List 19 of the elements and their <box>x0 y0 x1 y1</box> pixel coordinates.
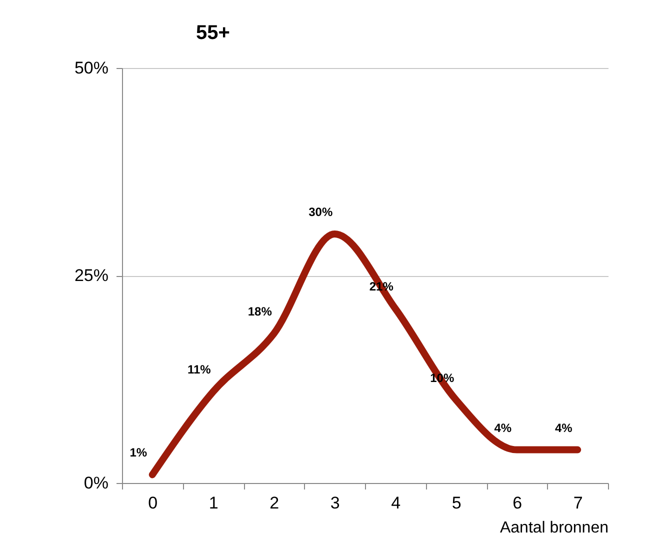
x-tick-label: 0 <box>148 494 158 512</box>
x-tick-label: 1 <box>208 494 218 512</box>
x-tick-label: 7 <box>573 494 583 512</box>
x-tick-label: 5 <box>452 494 462 512</box>
data-label: 18% <box>248 304 272 319</box>
x-axis-title: Aantal bronnen <box>500 520 608 536</box>
data-label: 4% <box>554 420 573 435</box>
x-tick-label: 3 <box>330 494 340 512</box>
y-tick-label: 25% <box>74 266 108 285</box>
data-label: 11% <box>187 362 212 377</box>
x-tick-label: 4 <box>391 494 401 512</box>
chart-title: 55+ <box>196 22 230 44</box>
data-label: 4% <box>494 420 512 435</box>
data-label: 30% <box>308 205 333 219</box>
y-tick-label: 50% <box>74 58 108 78</box>
x-tick-label: 2 <box>270 494 280 512</box>
x-tick-label: 6 <box>512 494 522 512</box>
y-tick-label: 0% <box>84 474 108 492</box>
data-label: 1% <box>130 446 148 460</box>
